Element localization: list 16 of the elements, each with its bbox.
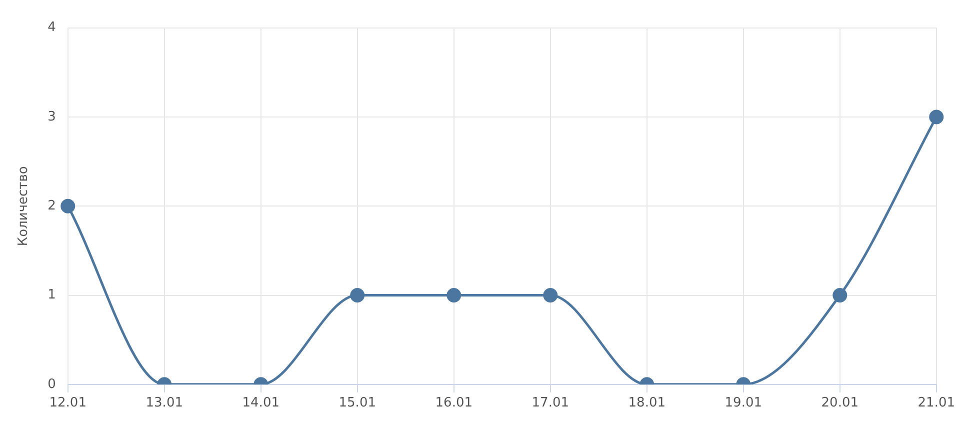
y-tick-label: 1 (48, 288, 56, 303)
x-tick-label: 20.01 (821, 396, 858, 411)
x-tick-label: 18.01 (628, 396, 666, 411)
y-tick-label: 2 (48, 198, 56, 214)
x-tick-label: 17.01 (532, 396, 569, 411)
x-tick-label: 15.01 (338, 396, 376, 411)
x-tick-label: 14.01 (242, 396, 280, 411)
x-tick-label: 13.01 (146, 396, 183, 411)
y-tick-label: 3 (48, 109, 56, 124)
y-tick-label: 4 (48, 20, 56, 36)
x-tick-label: 21.01 (918, 396, 955, 411)
x-tick-label: 16.01 (435, 396, 472, 411)
y-tick-label: 0 (48, 376, 56, 392)
x-tick-label: 19.01 (724, 396, 762, 411)
x-tick-label: 12.01 (49, 396, 86, 411)
y-axis-title: Количество (16, 166, 32, 246)
